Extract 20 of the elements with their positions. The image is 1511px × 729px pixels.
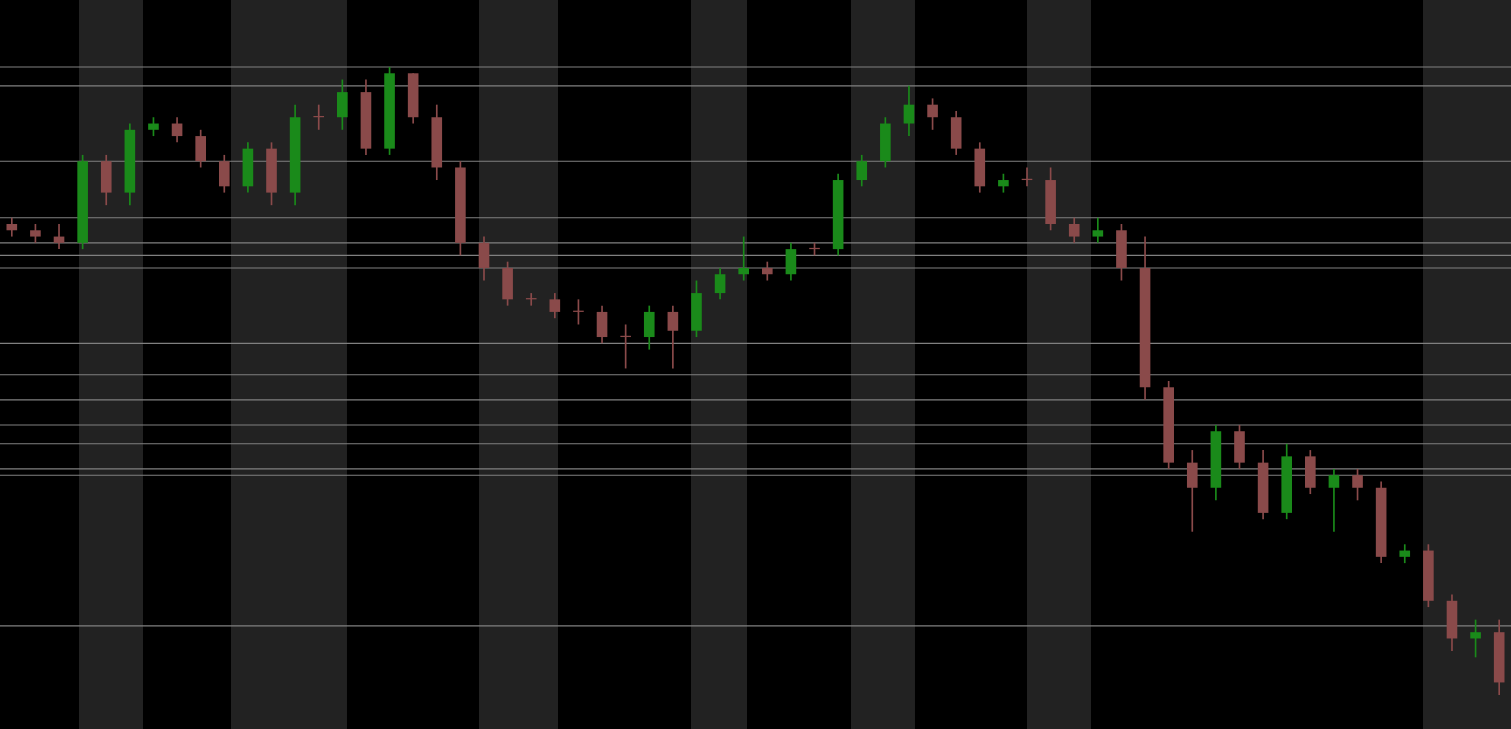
candlestick [1470,618,1481,659]
candlestick [1352,468,1363,502]
candlestick [1328,468,1340,533]
candlestick [714,267,726,301]
candlestick [1068,216,1080,244]
candlestick [667,304,679,370]
candlestick [148,116,159,137]
candlestick [927,97,938,131]
candlestick [856,154,868,188]
candlestick [1399,543,1411,564]
candlestick [30,223,41,244]
candlestick [53,223,65,250]
candlestick [171,116,183,144]
candlestick [6,216,18,238]
candlestick [738,235,750,282]
candlestick [903,85,915,137]
candlestick [761,260,773,282]
candlestick [549,292,561,320]
candlestick [998,172,1009,194]
candlestick [1092,216,1104,244]
